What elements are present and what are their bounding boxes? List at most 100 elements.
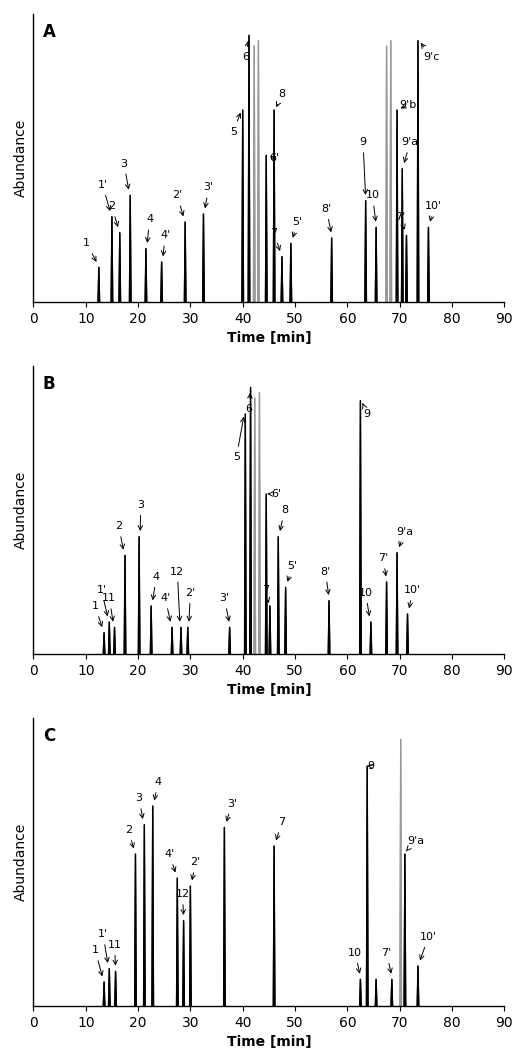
Polygon shape: [396, 109, 398, 302]
Polygon shape: [290, 243, 291, 302]
Polygon shape: [417, 966, 419, 1006]
Text: B: B: [43, 374, 55, 392]
Text: 9'a: 9'a: [402, 137, 418, 163]
Text: 9: 9: [363, 404, 371, 419]
Polygon shape: [391, 979, 393, 1006]
Polygon shape: [190, 885, 191, 1006]
Text: 10: 10: [348, 948, 362, 973]
Polygon shape: [390, 40, 392, 302]
Polygon shape: [328, 601, 330, 654]
Text: 3': 3': [219, 593, 230, 621]
Text: 6: 6: [242, 41, 250, 62]
Polygon shape: [386, 46, 387, 302]
Polygon shape: [259, 392, 260, 654]
X-axis label: Time [min]: Time [min]: [227, 331, 311, 345]
Polygon shape: [242, 109, 243, 302]
Polygon shape: [396, 553, 398, 654]
Polygon shape: [285, 587, 286, 654]
Text: 5: 5: [230, 114, 241, 136]
Polygon shape: [253, 46, 255, 302]
Text: 7: 7: [276, 817, 286, 840]
Text: 1': 1': [96, 585, 109, 615]
Polygon shape: [281, 256, 283, 302]
Y-axis label: Abundance: Abundance: [14, 471, 28, 549]
Text: 3: 3: [137, 500, 144, 530]
Polygon shape: [375, 227, 377, 302]
Text: 9: 9: [367, 761, 375, 772]
Y-axis label: Abundance: Abundance: [14, 119, 28, 197]
Text: 6: 6: [246, 393, 252, 414]
Polygon shape: [359, 401, 361, 654]
Text: 3: 3: [121, 158, 130, 189]
Polygon shape: [254, 398, 256, 654]
Text: 7': 7': [396, 212, 406, 229]
Polygon shape: [135, 854, 136, 1006]
Polygon shape: [115, 972, 116, 1006]
Polygon shape: [103, 982, 105, 1006]
Polygon shape: [248, 35, 250, 302]
Polygon shape: [278, 537, 279, 654]
Text: 4': 4': [160, 593, 171, 621]
Text: 2': 2': [172, 190, 184, 216]
Polygon shape: [130, 196, 131, 302]
Polygon shape: [402, 169, 403, 302]
Text: 1': 1': [98, 929, 109, 962]
Polygon shape: [161, 261, 162, 302]
Text: C: C: [43, 727, 55, 744]
Text: 2': 2': [186, 588, 196, 621]
Polygon shape: [103, 632, 105, 654]
Text: 8': 8': [320, 567, 330, 594]
Text: 7': 7': [378, 553, 388, 575]
Polygon shape: [245, 414, 246, 654]
Polygon shape: [180, 627, 182, 654]
Text: 8: 8: [277, 89, 286, 106]
Y-axis label: Abundance: Abundance: [14, 823, 28, 901]
Polygon shape: [145, 249, 147, 302]
Text: 9: 9: [359, 137, 367, 193]
Polygon shape: [406, 235, 407, 302]
Text: 1': 1': [97, 180, 111, 210]
Text: 9'b: 9'b: [399, 100, 416, 109]
Polygon shape: [150, 606, 152, 654]
Polygon shape: [183, 921, 184, 1006]
X-axis label: Time [min]: Time [min]: [227, 1035, 311, 1049]
Text: 11: 11: [102, 593, 116, 621]
Text: 9'a: 9'a: [406, 836, 424, 850]
Text: 1: 1: [83, 238, 96, 261]
Polygon shape: [184, 222, 186, 302]
Text: 9'c: 9'c: [421, 44, 439, 62]
Text: 12: 12: [170, 567, 184, 621]
Polygon shape: [365, 201, 366, 302]
Polygon shape: [124, 555, 126, 654]
Text: 5': 5': [287, 561, 297, 580]
Text: 3: 3: [135, 793, 144, 819]
Polygon shape: [375, 979, 377, 1006]
X-axis label: Time [min]: Time [min]: [227, 684, 311, 697]
Text: 7: 7: [261, 585, 269, 602]
Polygon shape: [386, 581, 387, 654]
Text: 2: 2: [109, 201, 119, 226]
Text: 2: 2: [115, 521, 124, 549]
Polygon shape: [274, 846, 275, 1006]
Polygon shape: [370, 622, 372, 654]
Text: 3': 3': [203, 183, 214, 207]
Polygon shape: [427, 227, 429, 302]
Polygon shape: [266, 155, 267, 302]
Polygon shape: [250, 387, 251, 654]
Polygon shape: [203, 214, 204, 302]
Text: 4: 4: [153, 777, 161, 799]
Polygon shape: [407, 613, 408, 654]
Text: 6': 6': [268, 489, 282, 500]
Text: 10: 10: [365, 190, 379, 221]
Text: 2': 2': [190, 857, 201, 879]
Polygon shape: [269, 606, 271, 654]
Text: 5: 5: [233, 418, 245, 462]
Polygon shape: [366, 766, 368, 1006]
Text: 8: 8: [279, 505, 288, 530]
Text: 1: 1: [92, 602, 103, 626]
Text: 7: 7: [270, 227, 280, 250]
Text: 10': 10': [425, 201, 442, 221]
Polygon shape: [139, 537, 140, 654]
Text: 12: 12: [175, 890, 190, 914]
Polygon shape: [404, 854, 406, 1006]
